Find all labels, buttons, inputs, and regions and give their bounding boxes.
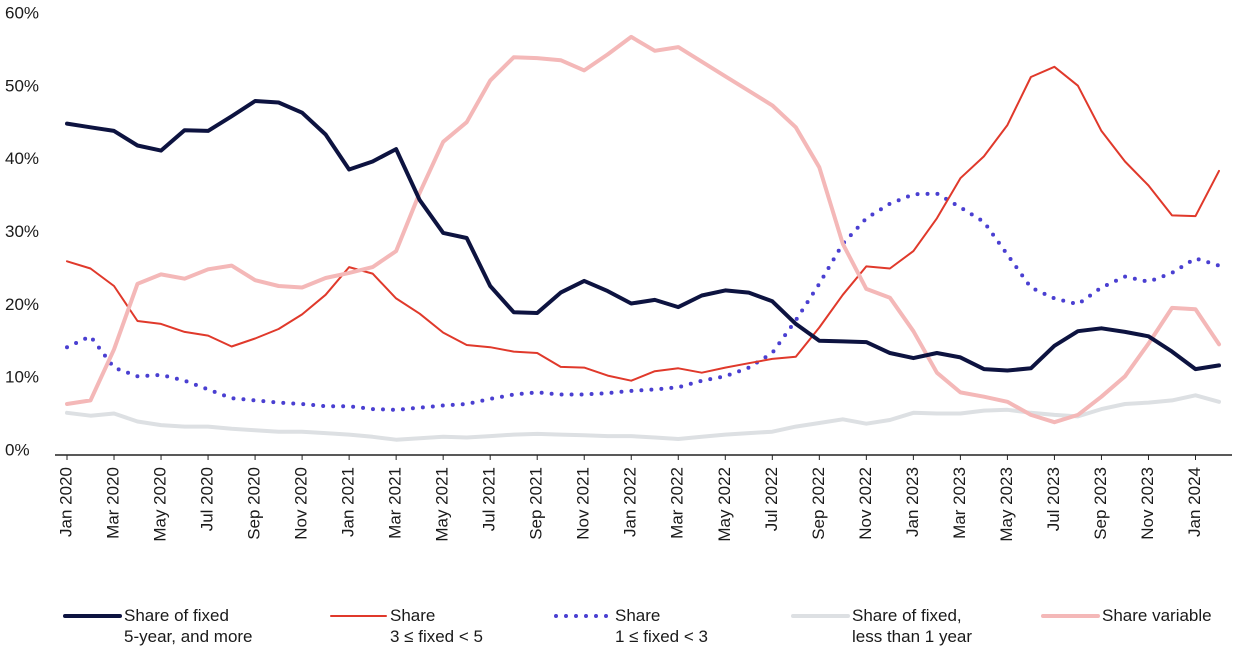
legend-swatch [791, 614, 850, 618]
x-tick-label: Mar 2021 [386, 467, 405, 539]
legend-swatch [63, 614, 122, 618]
x-tick-label: Nov 2023 [1138, 467, 1157, 540]
y-tick-label: 60% [5, 3, 39, 22]
x-tick-label: May 2021 [433, 467, 452, 542]
y-tick-label: 30% [5, 222, 39, 241]
y-tick-label: 50% [5, 76, 39, 95]
x-tick-label: Mar 2020 [104, 467, 123, 539]
series-line [65, 393, 1221, 442]
legend-label: Share variable [1102, 606, 1212, 625]
x-tick-label: Jul 2021 [480, 467, 499, 531]
legend-label: Share 1 ≤ fixed < 3 [615, 606, 708, 646]
x-tick-label: Jan 2024 [1185, 467, 1204, 537]
x-tick-label: Jan 2021 [339, 467, 358, 537]
y-tick-label: 20% [5, 295, 39, 314]
x-tick-label: Sep 2021 [527, 467, 546, 540]
series-line [66, 65, 1220, 382]
legend-item: Share variable [1040, 605, 1212, 626]
legend-item: Share 1 ≤ fixed < 3 [553, 605, 708, 647]
x-tick-label: May 2020 [151, 467, 170, 542]
legend-label: Share 3 ≤ fixed < 5 [390, 606, 483, 646]
x-tick-label: Mar 2023 [950, 467, 969, 539]
x-tick-label: Sep 2023 [1091, 467, 1110, 540]
y-tick-label: 0% [5, 440, 30, 459]
legend-item: Share 3 ≤ fixed < 5 [328, 605, 483, 647]
x-tick-label: May 2023 [997, 467, 1016, 542]
legend-label: Share of fixed 5-year, and more [124, 606, 253, 646]
x-tick-label: Jan 2020 [56, 467, 75, 537]
legend-label: Share of fixed, less than 1 year [852, 606, 973, 646]
series-line [65, 191, 1221, 412]
x-tick-label: Sep 2020 [245, 467, 264, 540]
x-tick-label: Nov 2020 [292, 467, 311, 540]
legend-swatch [1041, 614, 1100, 618]
x-tick-label: Jul 2023 [1044, 467, 1063, 531]
legend-swatch [330, 615, 387, 617]
legend-item: Share of fixed, less than 1 year [790, 605, 972, 647]
legend-swatch [554, 614, 613, 618]
x-tick-label: Jan 2023 [903, 467, 922, 537]
series-line [65, 99, 1221, 373]
x-tick-label: Jul 2020 [198, 467, 217, 531]
legend-item: Share of fixed 5-year, and more [62, 605, 253, 647]
x-tick-label: Nov 2022 [856, 467, 875, 540]
y-tick-label: 40% [5, 149, 39, 168]
y-tick-label: 10% [5, 368, 39, 387]
x-tick-label: Mar 2022 [668, 467, 687, 539]
x-tick-label: Nov 2021 [574, 467, 593, 540]
x-tick-label: Jan 2022 [621, 467, 640, 537]
x-tick-label: May 2022 [715, 467, 734, 542]
x-tick-label: Sep 2022 [809, 467, 828, 540]
series-line [65, 34, 1221, 425]
x-tick-label: Jul 2022 [762, 467, 781, 531]
